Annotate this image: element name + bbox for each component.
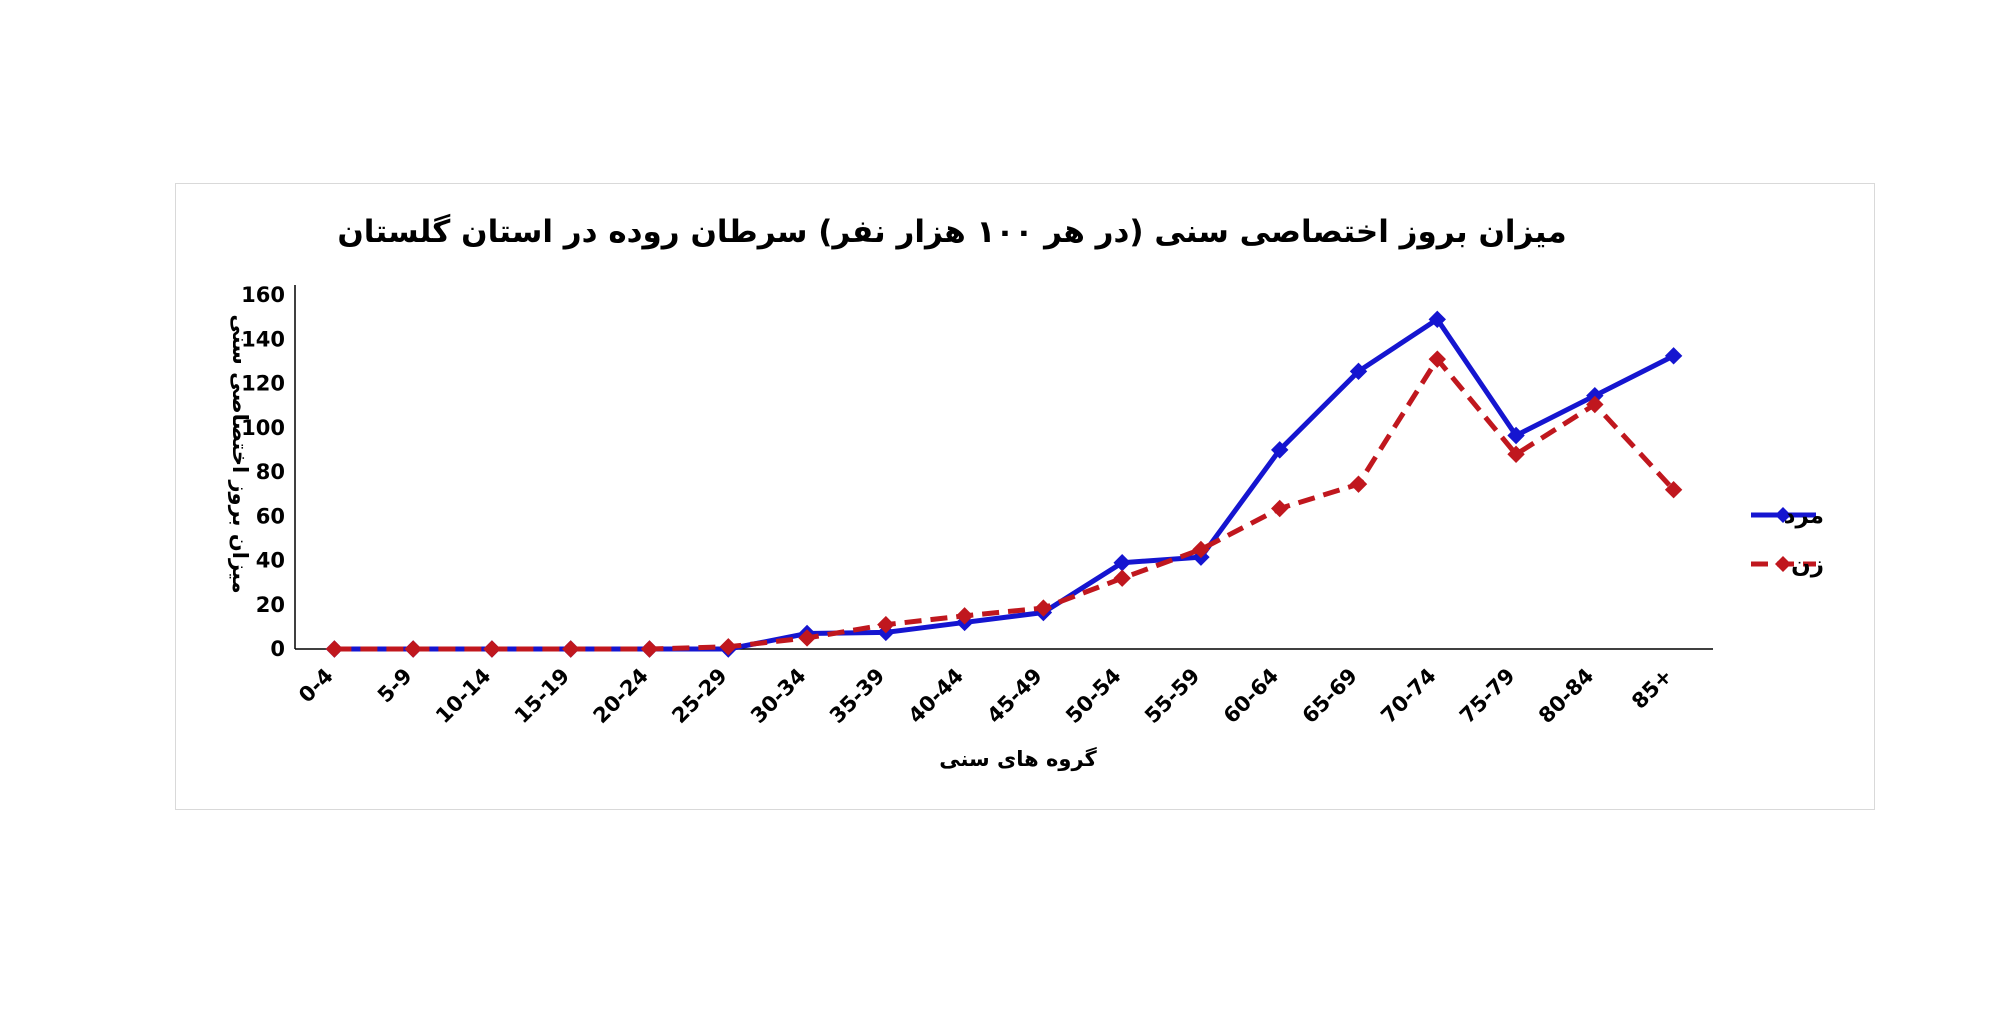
- x-tick-label: 15-19: [510, 664, 574, 728]
- x-tick-label: 65-69: [1298, 664, 1362, 728]
- x-tick-label: 45-49: [982, 664, 1046, 728]
- series-line: [334, 316, 1675, 652]
- y-axis-label: میزان بروز اختصاصی سنی: [228, 314, 252, 593]
- x-tick-label: 40-44: [904, 664, 968, 728]
- data-point-marker: [798, 629, 816, 647]
- y-tick-label: 20: [256, 593, 285, 617]
- data-point-marker: [325, 640, 344, 658]
- series-line: [334, 356, 1676, 652]
- x-tick-label: 55-59: [1140, 664, 1204, 728]
- series-male: [325, 310, 1683, 658]
- data-point-marker: [719, 638, 737, 656]
- y-tick-label: 40: [256, 549, 285, 573]
- data-point-marker: [640, 640, 659, 658]
- y-tick-label: 120: [241, 372, 285, 396]
- legend-label: زن: [1791, 552, 1824, 578]
- legend: مرد زن: [1751, 503, 1824, 578]
- y-tick-label: 160: [241, 283, 285, 307]
- x-tick-label: 25-29: [667, 664, 731, 728]
- data-point-marker: [404, 640, 422, 658]
- data-point-marker: [1349, 475, 1368, 493]
- x-tick-label: 10-14: [431, 664, 495, 728]
- data-point-marker: [562, 640, 580, 658]
- legend-entry: مرد: [1751, 503, 1824, 529]
- x-tick-label: 75-79: [1455, 664, 1519, 728]
- chart-title: میزان بروز اختصاصی سنی (در هر ۱۰۰ هزار ن…: [337, 213, 1566, 250]
- data-point-marker: [1664, 347, 1683, 365]
- x-tick-label: 0-4: [294, 664, 338, 708]
- data-point-marker: [1034, 599, 1053, 617]
- x-tick-label: 50-54: [1061, 664, 1125, 728]
- data-point-marker: [1428, 350, 1446, 368]
- x-axis-label: گروه های سنی: [939, 746, 1097, 771]
- data-point-marker: [1507, 426, 1525, 445]
- data-point-marker: [877, 615, 895, 634]
- x-tick-label: 60-64: [1219, 664, 1283, 728]
- legend-marker: [1775, 507, 1791, 523]
- data-point-marker: [1271, 499, 1289, 518]
- y-tick-label: 60: [256, 504, 285, 528]
- data-point-marker: [1113, 569, 1131, 587]
- data-point-marker: [1271, 441, 1289, 459]
- axes: 0 20 40 60 80 100 120 140 160 0-4 5-9 10-14 15-19 20-…: [241, 283, 1713, 728]
- data-point-marker: [1664, 480, 1683, 499]
- y-tick-label: 80: [256, 460, 285, 484]
- x-tick-label: 70-74: [1376, 664, 1440, 728]
- data-point-marker: [955, 607, 974, 625]
- line-chart: میزان بروز اختصاصی سنی (در هر ۱۰۰ هزار ن…: [228, 213, 1824, 771]
- data-point-marker: [1507, 445, 1525, 464]
- y-tick-label: 140: [241, 327, 285, 351]
- x-tick-label: 85+: [1627, 664, 1677, 714]
- y-tick-label: 100: [241, 416, 285, 440]
- x-tick-label: 30-34: [746, 664, 810, 728]
- chart-frame: میزان بروز اختصاصی سنی (در هر ۱۰۰ هزار ن…: [175, 183, 1875, 810]
- x-tick-label: 5-9: [373, 664, 417, 708]
- legend-marker: [1775, 556, 1791, 572]
- data-point-marker: [1428, 310, 1446, 329]
- data-point-marker: [483, 640, 501, 658]
- legend-label: مرد: [1784, 503, 1824, 529]
- x-tick-label: 80-84: [1534, 664, 1598, 728]
- series-layer: [325, 310, 1683, 658]
- legend-entry: زن: [1751, 552, 1824, 578]
- series-female: [325, 350, 1683, 658]
- x-tick-label: 20-24: [589, 664, 653, 728]
- x-tick-label: 35-39: [825, 664, 889, 728]
- data-point-marker: [1349, 362, 1368, 381]
- y-tick-label: 0: [270, 637, 285, 661]
- data-point-marker: [1586, 395, 1604, 414]
- data-point-marker: [1192, 540, 1210, 559]
